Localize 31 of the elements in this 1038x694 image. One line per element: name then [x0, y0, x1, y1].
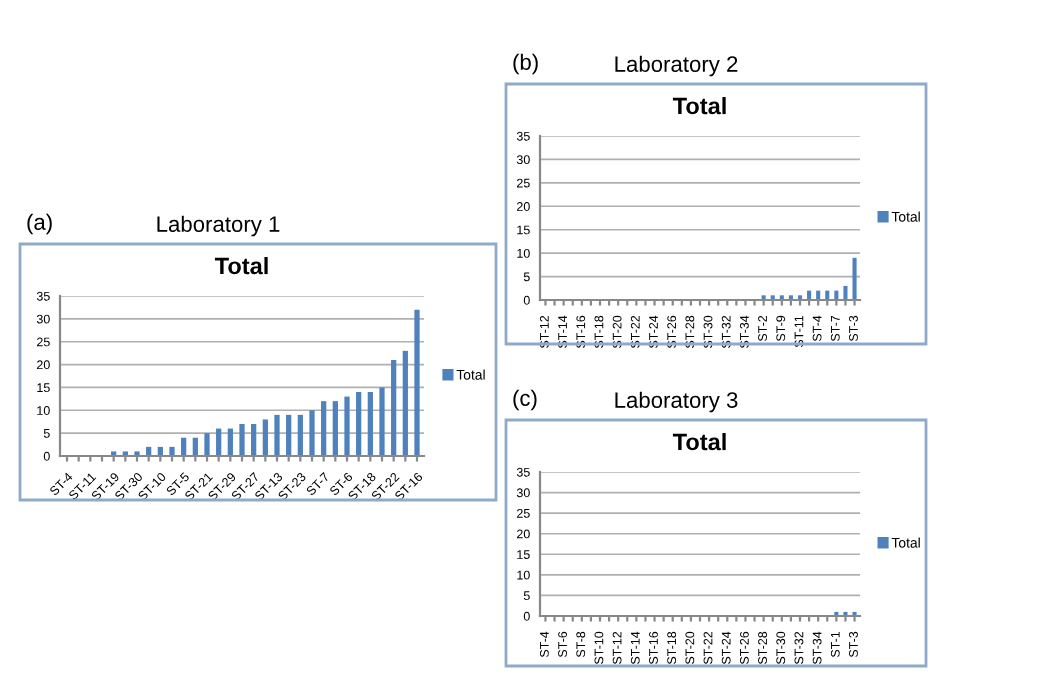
- chart-subtitle: Laboratory 1: [157, 215, 280, 237]
- text: (a): [27, 213, 52, 235]
- bar: [297, 414, 303, 456]
- bar: [262, 419, 268, 456]
- bar: [227, 428, 233, 456]
- chart-title: Total: [672, 432, 726, 451]
- bar: [286, 414, 292, 456]
- bar: [367, 392, 373, 456]
- bar: [344, 396, 350, 456]
- bar: [204, 433, 210, 456]
- bar: [391, 360, 397, 456]
- bar: [321, 401, 327, 456]
- bar: [332, 401, 338, 456]
- text: (b): [513, 53, 538, 75]
- chart-subtitle: Laboratory 3: [615, 391, 738, 413]
- bar: [379, 387, 385, 456]
- bar: [852, 257, 857, 300]
- bar: [414, 309, 420, 456]
- bar: [169, 446, 175, 456]
- bar: [402, 350, 408, 456]
- bar: [309, 410, 315, 456]
- bar: [356, 392, 362, 456]
- chart-title: Total: [214, 257, 268, 275]
- bar: [843, 285, 848, 300]
- text: (c): [513, 389, 537, 411]
- chart-subtitle: Laboratory 2: [615, 55, 738, 77]
- bar: [251, 424, 257, 456]
- bar: [216, 428, 222, 456]
- chart-title: Total: [672, 97, 726, 115]
- bar: [274, 414, 280, 456]
- bar: [239, 424, 245, 456]
